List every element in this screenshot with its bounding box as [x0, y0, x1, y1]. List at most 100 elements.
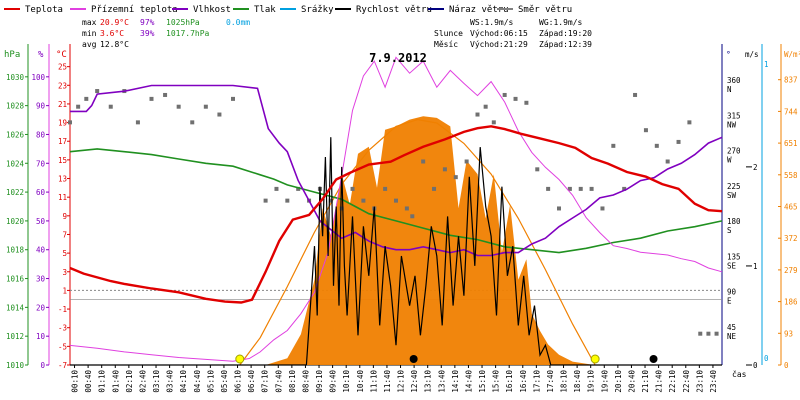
- hpa-tick-5: 1020: [6, 217, 25, 226]
- wind-dir-point-2: [84, 96, 89, 101]
- x-tick-25: 12:40: [410, 370, 419, 393]
- wind-dir-point-26: [394, 198, 398, 203]
- x-tick-21: 10:40: [356, 370, 365, 393]
- wind-dir-point-14: [263, 198, 268, 203]
- x-tick-34: 17:10: [532, 370, 541, 393]
- wind-dir-point-28: [410, 214, 415, 219]
- sun-label: Slunce: [434, 29, 463, 38]
- deg-tick-1: 315: [727, 111, 741, 120]
- wind-dir-point-6: [135, 120, 140, 125]
- deg-tick-6: 90: [727, 288, 737, 297]
- pct-tick-7: 30: [36, 275, 46, 284]
- x-tick-15: 07:40: [274, 370, 283, 393]
- wind-dir-point-44: [578, 186, 583, 191]
- stat-min-hum: 39%: [140, 29, 155, 38]
- x-tick-27: 13:40: [437, 370, 446, 393]
- wind-dir-point-3: [95, 89, 100, 94]
- wind-dir-point-21: [339, 206, 344, 211]
- c-tick-4: 17: [58, 137, 67, 146]
- wind-dir-point-45: [589, 186, 594, 191]
- x-tick-44: 22:10: [668, 370, 677, 393]
- wind-dir-point-12: [217, 112, 222, 117]
- x-tick-39: 19:40: [600, 370, 609, 393]
- dir-tick-5: SE: [727, 261, 737, 270]
- wind-dir-point-13: [231, 96, 235, 101]
- series-humidity: [70, 84, 723, 257]
- deg-tick-7: 45: [727, 323, 736, 332]
- series-wind-speed: [70, 137, 722, 366]
- x-tick-6: 03:10: [152, 370, 161, 393]
- x-tick-2: 01:10: [98, 370, 107, 393]
- wind-dir-point-54: [687, 120, 692, 125]
- c-tick-6: 13: [58, 175, 67, 184]
- hpa-tick-9: 1012: [6, 332, 24, 341]
- x-tick-17: 08:40: [301, 370, 310, 393]
- wind-dir-point-8: [163, 92, 168, 97]
- wm-tick-1: 744: [784, 107, 798, 116]
- c-tick-5: 15: [58, 156, 67, 165]
- x-tick-45: 22:40: [682, 370, 691, 393]
- x-tick-22: 11:10: [369, 370, 378, 393]
- pct-tick-8: 20: [36, 303, 46, 312]
- x-tick-26: 13:10: [424, 370, 433, 393]
- x-tick-5: 02:40: [138, 370, 147, 393]
- series-temperature: [69, 125, 723, 304]
- x-tick-16: 08:10: [288, 370, 297, 393]
- x-tick-46: 23:10: [695, 370, 704, 393]
- hpa-tick-4: 1022: [6, 188, 24, 197]
- x-tick-9: 04:40: [193, 370, 202, 393]
- wind-dir-point-36: [491, 120, 496, 125]
- deg-tick-4: 180: [727, 217, 741, 226]
- wind-dir-point-49: [633, 92, 638, 97]
- pct-tick-1: 90: [36, 102, 46, 111]
- c-tick-10: 5: [62, 249, 67, 258]
- stat-ws: WS:1.9m/s: [470, 18, 514, 27]
- legend-label-3: Tlak: [254, 5, 276, 15]
- legend-label-1: Přízemní teplota: [91, 5, 178, 15]
- wind-dir-point-41: [546, 186, 551, 191]
- x-tick-40: 20:10: [614, 370, 623, 393]
- c-tick-1: 23: [58, 81, 67, 90]
- wind-dir-point-9: [176, 104, 181, 109]
- series-solar-theoretical: [239, 118, 596, 366]
- moon-marker-1: [649, 355, 658, 363]
- wind-dir-point-57: [714, 331, 719, 336]
- dir-tick-4: S: [727, 226, 732, 235]
- dir-tick-1: NW: [727, 120, 737, 129]
- pct-unit: %: [38, 50, 44, 60]
- deg-tick-2: 270: [727, 147, 741, 156]
- pct-tick-10: 0: [40, 361, 45, 370]
- wm-tick-5: 372: [784, 234, 798, 243]
- x-tick-36: 18:10: [560, 370, 569, 393]
- wind-dir-point-37: [502, 92, 507, 97]
- x-tick-23: 11:40: [383, 370, 392, 393]
- pct-tick-0: 100: [31, 73, 45, 82]
- hpa-tick-10: 1010: [6, 361, 25, 370]
- wm-tick-4: 465: [784, 203, 798, 212]
- hpa-tick-0: 1030: [6, 73, 25, 82]
- hpa-tick-7: 1016: [6, 275, 25, 284]
- wind-dir-point-53: [676, 139, 681, 144]
- wind-dir-point-30: [432, 186, 437, 191]
- wind-dir-point-10: [190, 120, 195, 125]
- x-tick-32: 16:10: [505, 370, 514, 393]
- legend-label-2: Vlhkost: [193, 5, 231, 15]
- moon-rise: Východ:21:29: [470, 40, 528, 49]
- wind-dir-point-35: [483, 104, 488, 109]
- time-unit: čas: [732, 369, 747, 379]
- dir-tick-3: SW: [727, 191, 737, 200]
- c-tick-9: 7: [62, 230, 67, 239]
- wind-dir-point-23: [361, 198, 366, 203]
- wind-dir-point-15: [274, 186, 279, 191]
- stat-avg-label: avg: [82, 40, 97, 49]
- x-tick-11: 05:40: [220, 370, 229, 393]
- wind-dir-point-51: [654, 143, 659, 148]
- stat-min-temp: 3.6°C: [100, 29, 124, 38]
- wind-dir-point-17: [296, 186, 301, 191]
- deg-tick-3: 225: [727, 182, 741, 191]
- x-tick-3: 01:40: [111, 370, 120, 393]
- x-tick-42: 21:10: [641, 370, 650, 393]
- wind-dir-point-0: [68, 120, 72, 125]
- pct-tick-5: 50: [36, 217, 46, 226]
- c-unit: °C: [56, 50, 67, 60]
